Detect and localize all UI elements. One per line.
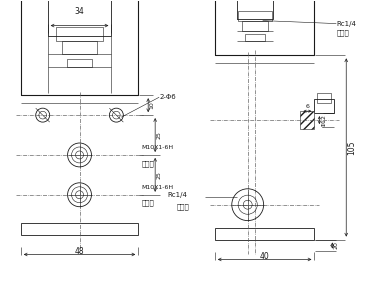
- Text: M10X1-6H: M10X1-6H: [141, 185, 173, 190]
- Bar: [242, 21, 268, 31]
- Bar: [215, 0, 314, 55]
- Text: 25: 25: [156, 171, 161, 179]
- Text: 48: 48: [75, 247, 84, 256]
- Bar: [317, 93, 331, 103]
- Bar: [62, 41, 97, 54]
- Text: 105: 105: [347, 140, 356, 155]
- Bar: [237, 0, 273, 19]
- Text: 出气口: 出气口: [141, 160, 154, 166]
- Text: 34: 34: [75, 7, 84, 16]
- Text: 进油口: 进油口: [177, 203, 190, 210]
- Bar: [67, 59, 92, 67]
- Text: 10: 10: [149, 101, 154, 109]
- Text: 25: 25: [156, 131, 161, 139]
- Polygon shape: [300, 111, 314, 129]
- Text: 20: 20: [333, 242, 338, 249]
- Bar: [56, 26, 103, 41]
- Bar: [215, 228, 314, 240]
- Text: 进气口: 进气口: [336, 29, 349, 36]
- Bar: [314, 99, 334, 113]
- Bar: [238, 11, 271, 21]
- Text: Φ12: Φ12: [321, 114, 326, 126]
- Text: 40: 40: [260, 252, 270, 262]
- Text: 6: 6: [305, 104, 309, 109]
- Text: 2-Φ6: 2-Φ6: [159, 94, 176, 100]
- Bar: [21, 0, 138, 95]
- Text: Rc1/4: Rc1/4: [167, 192, 187, 198]
- Text: 出油口: 出油口: [141, 200, 154, 206]
- Bar: [21, 223, 138, 234]
- Text: M10X1-6H: M10X1-6H: [141, 145, 173, 150]
- Text: Rc1/4: Rc1/4: [336, 20, 356, 26]
- Bar: [245, 33, 265, 41]
- Bar: [48, 0, 111, 35]
